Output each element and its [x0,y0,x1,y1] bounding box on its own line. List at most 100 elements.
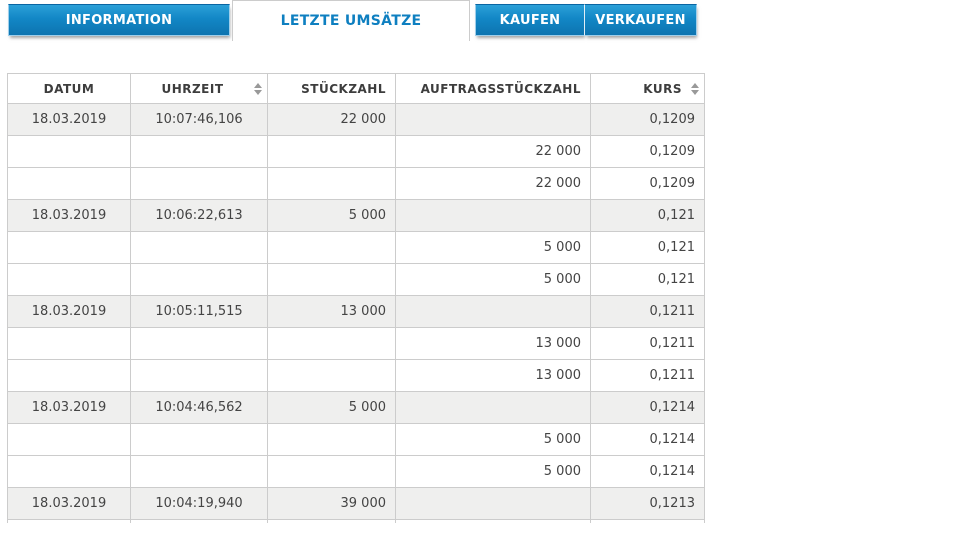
cell-uhrzeit: 10:05:11,515 [130,295,268,328]
cell-auftragsstueckzahl: 5 000 [395,423,591,456]
cell-kurs: 0,121 [590,199,705,232]
table-row: 13 000 0,1211 [7,327,705,360]
sort-desc-arrow [691,89,699,95]
tab-label: INFORMATION [65,12,173,28]
cell-uhrzeit: 10:06:22,613 [130,199,268,232]
table-row [7,519,705,523]
cell-uhrzeit [130,327,268,360]
cell-uhrzeit [130,359,268,392]
cell-auftragsstueckzahl: 22 000 [395,135,591,168]
tab-information[interactable]: INFORMATION [8,4,230,36]
sort-desc-arrow [254,89,262,95]
cell-auftragsstueckzahl: 13 000 [395,327,591,360]
cell-auftragsstueckzahl: 5 000 [395,231,591,264]
cell-auftragsstueckzahl: 5 000 [395,455,591,488]
cell-datum [7,519,131,523]
column-header-label: UHRZEIT [161,81,224,96]
cell-datum: 18.03.2019 [7,199,131,232]
cell-uhrzeit [130,135,268,168]
cell-stueckzahl [267,455,396,488]
cell-auftragsstueckzahl [395,391,591,424]
cell-uhrzeit: 10:04:46,562 [130,391,268,424]
cell-stueckzahl: 39 000 [267,487,396,520]
cell-auftragsstueckzahl: 5 000 [395,263,591,296]
cell-stueckzahl: 5 000 [267,199,396,232]
sort-asc-arrow [691,82,699,88]
cell-uhrzeit [130,231,268,264]
column-header-label: STÜCKZAHL [301,81,386,96]
table-row: 22 000 0,1209 [7,167,705,200]
cell-uhrzeit [130,263,268,296]
cell-kurs: 0,1214 [590,423,705,456]
cell-kurs: 0,1213 [590,487,705,520]
cell-auftragsstueckzahl [395,487,591,520]
cell-kurs: 0,1211 [590,295,705,328]
column-header-datum: DATUM [7,73,131,104]
cell-kurs: 0,1209 [590,135,705,168]
cell-kurs: 0,1214 [590,391,705,424]
sort-arrows-icon[interactable] [254,82,262,95]
column-header-auftragsstueckzahl: AUFTRAGSSTÜCKZAHL [395,73,591,104]
tab-kaufen[interactable]: KAUFEN [475,4,585,36]
column-header-uhrzeit[interactable]: UHRZEIT [130,73,268,104]
tab-letzte-umsaetze[interactable]: LETZTE UMSÄTZE [232,0,470,41]
cell-stueckzahl: 13 000 [267,295,396,328]
cell-kurs: 0,1211 [590,359,705,392]
cell-stueckzahl [267,231,396,264]
cell-uhrzeit [130,423,268,456]
tab-label: LETZTE UMSÄTZE [280,13,422,29]
table-row: 18.03.2019 10:04:46,562 5 000 0,1214 [7,391,705,424]
table-row: 18.03.2019 10:06:22,613 5 000 0,121 [7,199,705,232]
cell-uhrzeit [130,455,268,488]
cell-uhrzeit [130,167,268,200]
cell-kurs: 0,1214 [590,455,705,488]
table-row: 18.03.2019 10:05:11,515 13 000 0,1211 [7,295,705,328]
cell-datum [7,327,131,360]
trades-table-container: DATUM UHRZEIT STÜCKZAHL AUFTRAGSSTÜCKZAHL KU… [7,73,706,523]
table-row: 5 000 0,121 [7,263,705,296]
cell-datum [7,359,131,392]
cell-stueckzahl [267,423,396,456]
tab-verkaufen[interactable]: VERKAUFEN [585,4,697,36]
cell-stueckzahl: 22 000 [267,103,396,136]
column-header-stueckzahl: STÜCKZAHL [267,73,396,104]
cell-auftragsstueckzahl [395,103,591,136]
cell-stueckzahl [267,167,396,200]
cell-uhrzeit: 10:04:19,940 [130,487,268,520]
column-header-label: DATUM [43,81,95,96]
cell-kurs: 0,1209 [590,103,705,136]
cell-stueckzahl: 5 000 [267,391,396,424]
table-row: 5 000 0,1214 [7,423,705,456]
cell-auftragsstueckzahl: 13 000 [395,359,591,392]
cell-stueckzahl [267,263,396,296]
cell-stueckzahl [267,359,396,392]
column-header-label: AUFTRAGSSTÜCKZAHL [420,81,581,96]
cell-kurs: 0,121 [590,263,705,296]
cell-stueckzahl [267,327,396,360]
tab-label: KAUFEN [499,12,561,28]
cell-kurs: 0,1209 [590,167,705,200]
table-row: 5 000 0,121 [7,231,705,264]
tabbar: INFORMATION LETZTE UMSÄTZE KAUFEN VERKAUFEN [0,0,960,41]
table-header-row: DATUM UHRZEIT STÜCKZAHL AUFTRAGSSTÜCKZAHL KU… [7,73,705,104]
cell-auftragsstueckzahl [395,519,591,523]
cell-uhrzeit: 10:07:46,106 [130,103,268,136]
cell-datum [7,167,131,200]
table-row: 13 000 0,1211 [7,359,705,392]
table-row: 18.03.2019 10:04:19,940 39 000 0,1213 [7,487,705,520]
cell-stueckzahl [267,519,396,523]
cell-datum [7,455,131,488]
tab-label: VERKAUFEN [595,12,686,28]
table-row: 18.03.2019 10:07:46,106 22 000 0,1209 [7,103,705,136]
sort-arrows-icon[interactable] [691,82,699,95]
cell-kurs: 0,121 [590,231,705,264]
table-row: 22 000 0,1209 [7,135,705,168]
cell-datum [7,423,131,456]
column-header-kurs[interactable]: KURS [590,73,705,104]
cell-datum: 18.03.2019 [7,487,131,520]
cell-datum: 18.03.2019 [7,295,131,328]
trades-table: DATUM UHRZEIT STÜCKZAHL AUFTRAGSSTÜCKZAHL KU… [7,73,705,523]
cell-kurs: 0,1211 [590,327,705,360]
cell-stueckzahl [267,135,396,168]
sort-asc-arrow [254,82,262,88]
